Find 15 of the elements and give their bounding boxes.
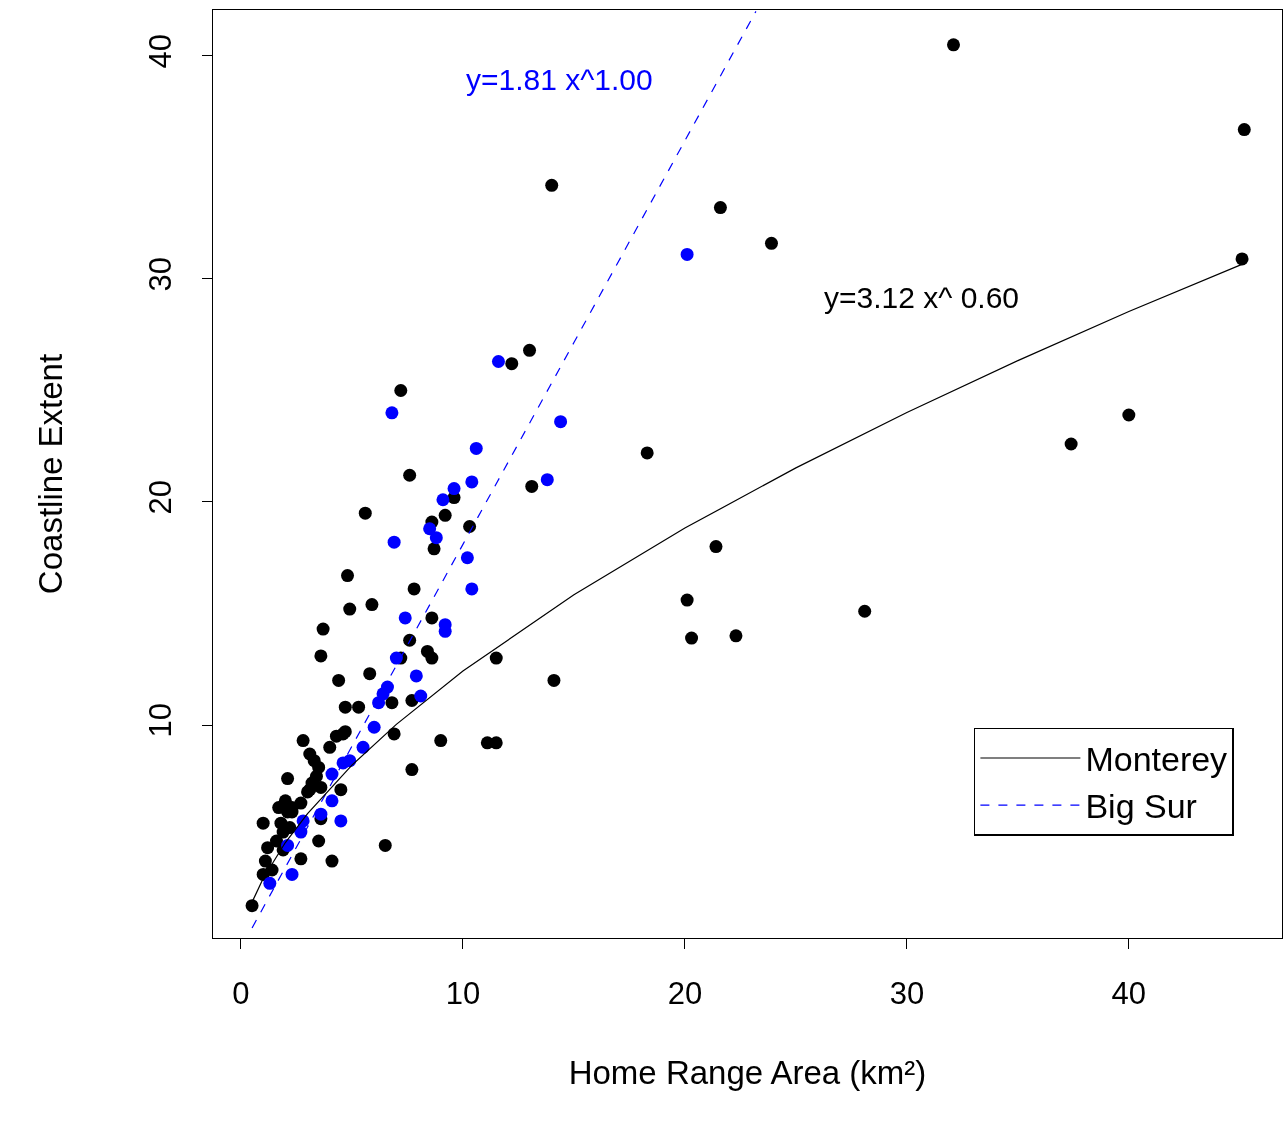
x-tick-label: 0 [232,976,250,1012]
y-tick-label: 10 [143,703,179,738]
x-axis-title: Home Range Area (km²) [568,1053,927,1091]
y-tick-label: 30 [143,257,179,292]
x-tick-label: 20 [667,976,703,1012]
y-tick-label: 20 [143,480,179,515]
x-tick-label: 30 [889,976,925,1012]
y-axis-title: Coastline Extent [32,353,70,595]
x-tick-label: 10 [445,976,481,1012]
annotation: y=3.12 x^ 0.60 [824,281,1020,314]
legend-label: Big Sur [1085,787,1197,826]
x-tick-label: 40 [1111,976,1147,1012]
legend-label: Monterey [1085,740,1228,779]
annotation: y=1.81 x^1.00 [466,63,653,96]
y-tick-label: 40 [143,34,179,69]
